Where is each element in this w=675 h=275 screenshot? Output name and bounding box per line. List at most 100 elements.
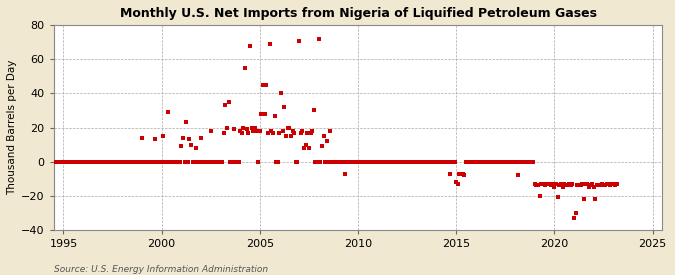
- Point: [138, 160, 149, 164]
- Point: [223, 100, 234, 104]
- Point: [308, 108, 319, 113]
- Point: [42, 160, 53, 164]
- Point: [595, 183, 605, 188]
- Point: [469, 160, 480, 164]
- Point: [101, 160, 111, 164]
- Point: [215, 160, 226, 164]
- Point: [43, 160, 54, 164]
- Point: [111, 160, 122, 164]
- Point: [570, 211, 581, 215]
- Point: [244, 43, 255, 48]
- Point: [480, 160, 491, 164]
- Point: [174, 160, 185, 164]
- Point: [413, 160, 424, 164]
- Point: [564, 182, 574, 186]
- Point: [140, 160, 151, 164]
- Point: [312, 160, 323, 164]
- Point: [202, 160, 213, 164]
- Point: [510, 160, 520, 164]
- Point: [456, 171, 466, 176]
- Point: [410, 160, 421, 164]
- Point: [207, 160, 218, 164]
- Point: [143, 160, 154, 164]
- Point: [436, 160, 447, 164]
- Point: [336, 160, 347, 164]
- Point: [76, 160, 87, 164]
- Point: [605, 183, 616, 188]
- Point: [238, 125, 249, 130]
- Point: [583, 185, 594, 189]
- Point: [362, 160, 373, 164]
- Point: [88, 160, 99, 164]
- Point: [290, 160, 301, 164]
- Point: [267, 130, 278, 135]
- Point: [483, 160, 494, 164]
- Point: [587, 182, 597, 186]
- Point: [189, 160, 200, 164]
- Point: [578, 197, 589, 201]
- Point: [136, 136, 147, 140]
- Point: [250, 125, 261, 130]
- Point: [125, 160, 136, 164]
- Point: [186, 142, 196, 147]
- Point: [210, 160, 221, 164]
- Point: [302, 130, 313, 135]
- Point: [82, 160, 93, 164]
- Point: [521, 160, 532, 164]
- Point: [194, 160, 205, 164]
- Point: [405, 160, 416, 164]
- Point: [340, 171, 350, 176]
- Point: [298, 146, 309, 150]
- Point: [524, 160, 535, 164]
- Point: [165, 160, 176, 164]
- Point: [86, 160, 97, 164]
- Point: [534, 194, 545, 198]
- Point: [390, 160, 401, 164]
- Point: [387, 160, 398, 164]
- Point: [446, 160, 457, 164]
- Point: [425, 160, 435, 164]
- Point: [70, 160, 80, 164]
- Point: [402, 160, 412, 164]
- Point: [102, 160, 113, 164]
- Point: [65, 160, 76, 164]
- Text: Source: U.S. Energy Information Administration: Source: U.S. Energy Information Administ…: [54, 265, 268, 274]
- Point: [518, 160, 529, 164]
- Point: [444, 171, 455, 176]
- Point: [92, 160, 103, 164]
- Point: [296, 130, 306, 135]
- Point: [506, 160, 517, 164]
- Point: [109, 160, 119, 164]
- Point: [575, 183, 586, 188]
- Point: [531, 183, 542, 188]
- Point: [610, 183, 620, 188]
- Point: [574, 183, 585, 188]
- Point: [385, 160, 396, 164]
- Point: [454, 171, 465, 176]
- Point: [421, 160, 432, 164]
- Point: [73, 160, 84, 164]
- Point: [254, 129, 265, 133]
- Point: [428, 160, 439, 164]
- Point: [567, 182, 578, 186]
- Point: [467, 160, 478, 164]
- Point: [508, 160, 519, 164]
- Point: [580, 182, 591, 186]
- Point: [498, 160, 509, 164]
- Point: [382, 160, 393, 164]
- Point: [514, 160, 525, 164]
- Point: [153, 160, 164, 164]
- Point: [225, 160, 236, 164]
- Point: [192, 160, 203, 164]
- Point: [134, 160, 144, 164]
- Point: [474, 160, 485, 164]
- Point: [392, 160, 403, 164]
- Point: [389, 160, 400, 164]
- Point: [369, 160, 380, 164]
- Point: [383, 160, 394, 164]
- Point: [321, 139, 332, 143]
- Point: [112, 160, 123, 164]
- Point: [493, 160, 504, 164]
- Point: [158, 134, 169, 138]
- Point: [279, 105, 290, 109]
